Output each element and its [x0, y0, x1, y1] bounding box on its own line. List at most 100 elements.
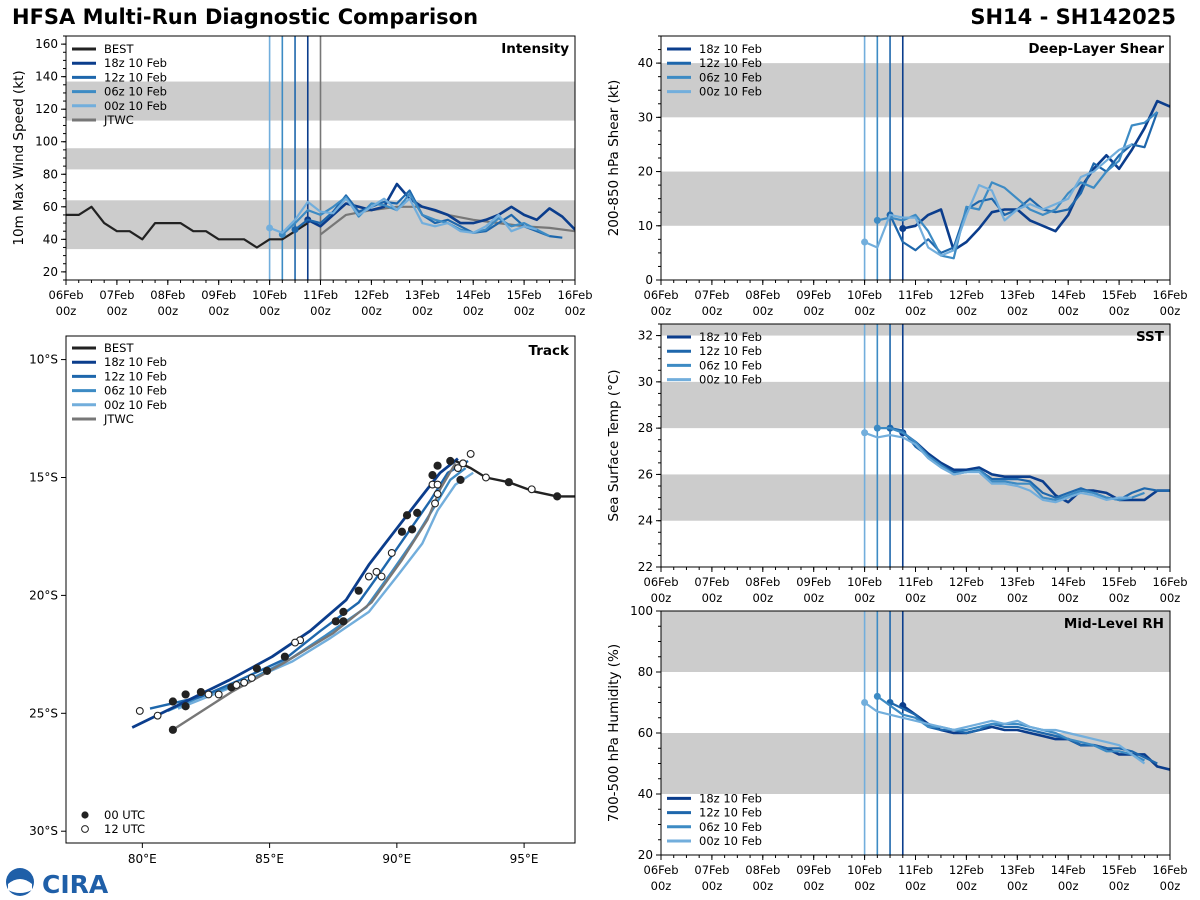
track-point-12utc — [247, 673, 256, 682]
track-point-00utc — [433, 461, 442, 470]
sst-xtick-hour: 00z — [702, 591, 723, 605]
track-point-12utc — [232, 681, 241, 689]
sst-ylabel: Sea Surface Temp (°C) — [606, 369, 622, 521]
intensity-legend-label-best: BEST — [104, 42, 134, 56]
intensity-xtick-day: 08Feb — [150, 288, 185, 302]
track-point-00utc — [339, 617, 348, 626]
storm-id: SH14 - SH142025 — [970, 5, 1176, 29]
shear-xtick-hour: 00z — [956, 304, 977, 318]
sst-panel-title: SST — [1136, 329, 1165, 345]
sst-xtick-day: 16Feb — [1153, 575, 1188, 589]
intensity-ytick-label: 100 — [35, 135, 58, 149]
track-point-00utc — [402, 511, 412, 520]
sst-start-point-r00 — [861, 429, 869, 437]
rh-ytick-label: 40 — [638, 787, 653, 801]
rh-legend-label-r18: 18z 10 Feb — [699, 791, 762, 805]
shear-panel: 0 10 20 30 40 06Feb 00z 07Feb 00z 08Feb 00z 09Feb 00… — [606, 35, 1188, 318]
track-point-00utc — [504, 478, 513, 487]
track-ytick-label: 25°S — [29, 706, 58, 720]
intensity-xtick-day: 09Feb — [201, 288, 236, 302]
shear-start-point-r00 — [861, 238, 869, 246]
rh-panel: 20 40 60 80 100 06Feb 00z 07Feb 00z 08Feb 00z 09Feb… — [606, 604, 1188, 893]
shear-xtick-day: 12Feb — [949, 288, 984, 302]
sst-band-1 — [661, 381, 1170, 429]
track-point-12utc — [240, 678, 249, 687]
sst-xtick-hour: 00z — [803, 591, 824, 605]
track-legend-label-best: BEST — [104, 341, 134, 355]
track-point-00utc — [181, 702, 190, 711]
track-point-00utc — [456, 475, 465, 484]
shear-xtick-day: 14Feb — [1051, 288, 1086, 302]
intensity-xtick-hour: 00z — [107, 304, 128, 318]
track-point-12utc — [453, 464, 462, 473]
intensity-legend-label-jtwc: JTWC — [103, 113, 134, 127]
sst-ytick-label: 24 — [638, 514, 653, 528]
shear-xtick-hour: 00z — [1007, 304, 1028, 318]
track-legend-label-r06: 06z 10 Feb — [104, 384, 167, 398]
shear-xtick-hour: 00z — [651, 304, 672, 318]
shear-xtick-hour: 00z — [702, 304, 723, 318]
intensity-xtick-day: 07Feb — [99, 288, 134, 302]
shear-xtick-hour: 00z — [854, 304, 875, 318]
shear-series-r00 — [864, 143, 1133, 257]
rh-xtick-day: 14Feb — [1051, 863, 1086, 877]
rh-panel-title: Mid-Level RH — [1064, 616, 1164, 632]
sst-xtick-hour: 00z — [905, 591, 926, 605]
rh-xtick-day: 06Feb — [644, 863, 679, 877]
track-series-r18 — [131, 457, 459, 729]
shear-series-r06 — [877, 111, 1159, 260]
sst-xtick-day: 12Feb — [949, 575, 984, 589]
rh-series-r12 — [889, 701, 1158, 765]
sst-xtick-day: 10Feb — [847, 575, 882, 589]
intensity-ytick-label: 80 — [43, 167, 58, 181]
sst-xtick-day: 13Feb — [1000, 575, 1035, 589]
track-point-00utc — [397, 527, 407, 536]
shear-ytick-label: 20 — [638, 165, 653, 179]
shear-xtick-day: 08Feb — [745, 288, 780, 302]
track-point-12utc — [214, 690, 223, 699]
track-point-12utc — [135, 706, 144, 715]
sst-xtick-day: 06Feb — [644, 575, 679, 589]
intensity-ylabel: 10m Max Wind Speed (kt) — [11, 70, 27, 245]
track-point-12utc — [364, 572, 373, 581]
track-series-best — [454, 459, 575, 498]
intensity-xtick-day: 06Feb — [49, 288, 84, 302]
intensity-xtick-hour: 00z — [361, 304, 382, 318]
intensity-xtick-hour: 00z — [463, 304, 484, 318]
intensity-series-best — [66, 205, 309, 249]
shear-legend-label-r06: 06z 10 Feb — [699, 70, 762, 84]
rh-xtick-hour: 00z — [1109, 879, 1130, 893]
track-legend-label-r18: 18z 10 Feb — [104, 355, 167, 369]
intensity-xtick-day: 11Feb — [303, 288, 338, 302]
intensity-xtick-day: 14Feb — [456, 288, 491, 302]
intensity-legend-label-r00: 00z 10 Feb — [104, 99, 167, 113]
rh-xtick-hour: 00z — [752, 879, 773, 893]
rh-ylabel: 700-500 hPa Humidity (%) — [606, 644, 622, 822]
rh-ytick-label: 20 — [638, 848, 653, 862]
track-panel: 80°E 85°E 90°E 95°E 10°S 15°S 20°S 25°S 30°S Trac… — [29, 335, 576, 866]
rh-series-r00 — [863, 701, 1146, 765]
rh-start-point-r00 — [861, 699, 869, 706]
rh-ytick-label: 80 — [638, 665, 653, 679]
sst-legend-label-r18: 18z 10 Feb — [699, 330, 762, 344]
intensity-xtick-hour: 00z — [565, 304, 586, 318]
track-xtick-label: 80°E — [128, 852, 157, 866]
track-point-00utc — [168, 725, 177, 734]
rh-xtick-day: 12Feb — [949, 863, 984, 877]
shear-legend-label-r18: 18z 10 Feb — [699, 42, 762, 56]
intensity-series-r00 — [269, 197, 538, 234]
intensity-ytick-label: 60 — [43, 200, 58, 214]
shear-xtick-day: 13Feb — [1000, 288, 1035, 302]
intensity-ytick-label: 140 — [35, 70, 58, 84]
sst-series-r18 — [902, 431, 1170, 504]
track-point-12utc — [372, 567, 381, 576]
rh-xtick-hour: 00z — [956, 879, 977, 893]
rh-band-1 — [661, 611, 1170, 672]
intensity-xtick-hour: 00z — [157, 304, 178, 318]
rh-xtick-hour: 00z — [1007, 879, 1028, 893]
track-legend-00utc-label: 00 UTC — [104, 808, 145, 822]
track-point-12utc — [433, 480, 442, 489]
rh-xtick-hour: 00z — [905, 879, 926, 893]
track-point-12utc — [466, 449, 475, 458]
rh-xtick-hour: 00z — [1058, 879, 1079, 893]
